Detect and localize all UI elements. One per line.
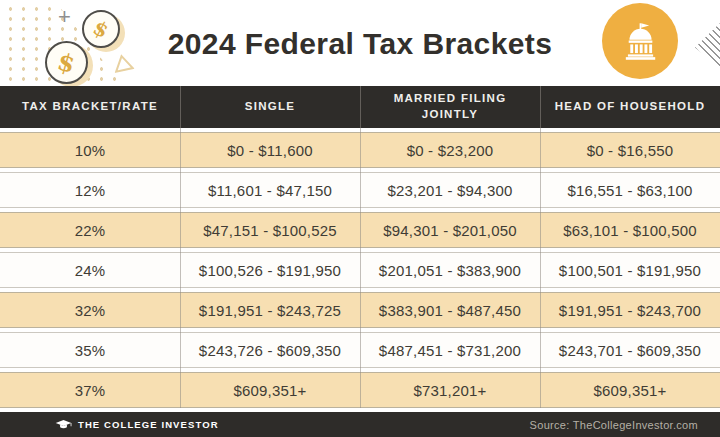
capitol-building-icon: [602, 3, 678, 79]
table-cell-rate: 37%: [0, 373, 180, 407]
table-cell-single: $243,726 - $609,350: [180, 333, 360, 367]
table-cell-rate: 12%: [0, 173, 180, 207]
graduation-cap-icon: [55, 419, 72, 431]
column-divider: [360, 86, 361, 408]
table-cell-single: $0 - $11,600: [180, 133, 360, 167]
table-cell-head-of-household: $243,701 - $609,350: [540, 333, 720, 367]
table-cell-head-of-household: $16,551 - $63,100: [540, 173, 720, 207]
dollar-sign: $: [55, 49, 78, 77]
table-cell-head-of-household: $0 - $16,550: [540, 133, 720, 167]
table-cell-head-of-household: $191,951 - $243,700: [540, 293, 720, 327]
brand-name: THE COLLEGE INVESTOR: [78, 419, 219, 430]
column-divider: [180, 86, 181, 408]
dollar-sign: $: [90, 17, 112, 41]
table-cell-married-filing-jointly: $383,901 - $487,450: [360, 293, 540, 327]
table-cell-rate: 32%: [0, 293, 180, 327]
table-cell-single: $47,151 - $100,525: [180, 213, 360, 247]
table-cell-head-of-household: $609,351+: [540, 373, 720, 407]
table-cell-married-filing-jointly: $731,201+: [360, 373, 540, 407]
column-header-married-filing-jointly: MARRIED FILING JOINTLY: [360, 86, 540, 128]
column-header-head-of-household: HEAD OF HOUSEHOLD: [540, 86, 720, 128]
table-cell-married-filing-jointly: $201,051 - $383,900: [360, 253, 540, 287]
source-text: Source: TheCollegeInvestor.com: [530, 419, 698, 431]
table-cell-married-filing-jointly: $0 - $23,200: [360, 133, 540, 167]
plus-icon: +: [58, 4, 71, 30]
infographic: + $ $ 2024 Federal Tax Brackets TAX BRAC…: [0, 0, 720, 437]
column-divider: [540, 86, 541, 408]
table-cell-head-of-household: $100,501 - $191,950: [540, 253, 720, 287]
table-cell-rate: 35%: [0, 333, 180, 367]
column-header-tax-bracket: TAX BRACKET/RATE: [0, 86, 180, 128]
table-cell-married-filing-jointly: $23,201 - $94,300: [360, 173, 540, 207]
table-cell-rate: 10%: [0, 133, 180, 167]
footer-bar: THE COLLEGE INVESTOR Source: TheCollegeI…: [0, 412, 720, 437]
table-cell-single: $609,351+: [180, 373, 360, 407]
dollar-coin-icon: $: [45, 41, 88, 84]
table-cell-married-filing-jointly: $94,301 - $201,050: [360, 213, 540, 247]
table-cell-head-of-household: $63,101 - $100,500: [540, 213, 720, 247]
striped-triangle-icon: [695, 20, 720, 70]
page-title: 2024 Federal Tax Brackets: [110, 25, 610, 63]
table-cell-married-filing-jointly: $487,451 - $731,200: [360, 333, 540, 367]
table-cell-single: $11,601 - $47,150: [180, 173, 360, 207]
column-header-single: SINGLE: [180, 86, 360, 128]
brand-logo: THE COLLEGE INVESTOR: [55, 419, 219, 431]
table-cell-single: $191,951 - $243,725: [180, 293, 360, 327]
table-cell-single: $100,526 - $191,950: [180, 253, 360, 287]
table-cell-rate: 22%: [0, 213, 180, 247]
table-cell-rate: 24%: [0, 253, 180, 287]
